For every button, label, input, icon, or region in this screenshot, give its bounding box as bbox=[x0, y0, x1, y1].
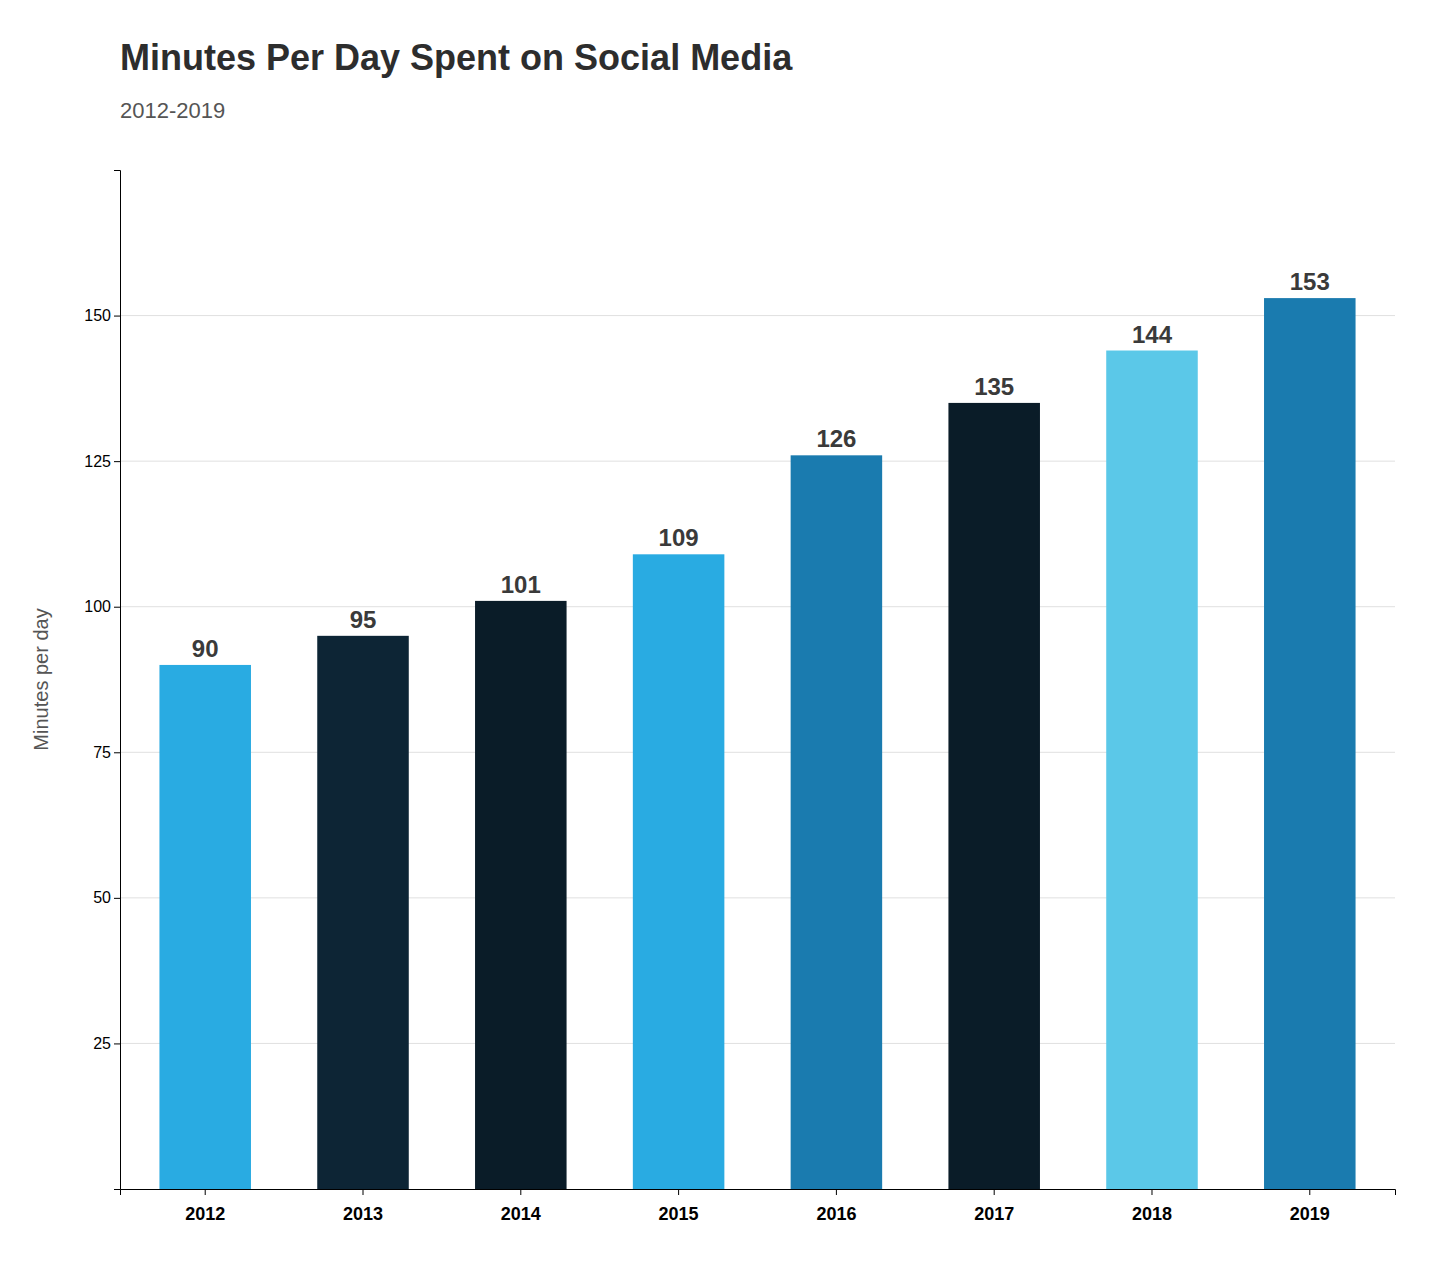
bar bbox=[948, 403, 1040, 1189]
y-tick-mark bbox=[114, 898, 120, 899]
bar bbox=[159, 665, 251, 1189]
plot-area: 2550751001251502012201320142015201620172… bbox=[30, 171, 1396, 1224]
data-label: 101 bbox=[501, 571, 541, 598]
x-tick: 2015 bbox=[659, 1189, 699, 1224]
chart-svg: Minutes Per Day Spent on Social Media 201… bbox=[0, 0, 1445, 1279]
title: Minutes Per Day Spent on Social Media bbox=[120, 37, 793, 78]
y-tick: 150 bbox=[84, 307, 120, 324]
y-tick-label: 25 bbox=[93, 1035, 111, 1052]
data-label: 126 bbox=[816, 425, 856, 452]
x-tick: 2016 bbox=[816, 1189, 856, 1224]
x-tick-mark bbox=[520, 1189, 521, 1195]
data-label: 90 bbox=[192, 635, 219, 662]
y-tick-mark bbox=[114, 752, 120, 753]
grid-line bbox=[120, 1043, 1395, 1044]
x-tick: 2019 bbox=[1290, 1189, 1330, 1224]
y-axis-title: Minutes per day bbox=[30, 608, 52, 750]
y-tick-label: 50 bbox=[93, 889, 111, 906]
x-axis-line bbox=[121, 1190, 1396, 1196]
y-tick-label: 125 bbox=[84, 453, 111, 470]
data-label: 135 bbox=[974, 373, 1014, 400]
bar bbox=[791, 455, 883, 1189]
grid-line bbox=[120, 752, 1395, 753]
x-tick-mark bbox=[205, 1189, 206, 1195]
bar bbox=[1264, 298, 1356, 1189]
grid-line bbox=[120, 606, 1395, 607]
data-label: 95 bbox=[350, 606, 377, 633]
y-axis-line bbox=[114, 171, 121, 1190]
bar bbox=[633, 554, 725, 1189]
y-tick: 50 bbox=[93, 889, 120, 906]
y-tick-mark bbox=[114, 1043, 120, 1044]
x-tick-label: 2019 bbox=[1290, 1204, 1330, 1224]
bars bbox=[159, 298, 1355, 1189]
x-tick: 2017 bbox=[974, 1189, 1014, 1224]
x-tick: 2018 bbox=[1132, 1189, 1172, 1224]
x-tick-label: 2016 bbox=[816, 1204, 856, 1224]
grid-line bbox=[120, 315, 1395, 316]
x-tick-label: 2015 bbox=[659, 1204, 699, 1224]
y-tick-mark bbox=[114, 316, 120, 317]
data-label: 153 bbox=[1290, 268, 1330, 295]
x-tick-mark bbox=[836, 1189, 837, 1195]
grid bbox=[120, 316, 1395, 1044]
y-tick-label: 150 bbox=[84, 307, 111, 324]
y-tick-mark bbox=[114, 461, 120, 462]
grid-line bbox=[120, 461, 1395, 462]
x-tick-mark bbox=[994, 1189, 995, 1195]
bar bbox=[317, 636, 409, 1189]
x-tick-label: 2018 bbox=[1132, 1204, 1172, 1224]
y-tick: 75 bbox=[93, 744, 120, 761]
x-tick: 2013 bbox=[343, 1189, 383, 1224]
y-tick: 125 bbox=[84, 453, 120, 470]
x-tick-mark bbox=[678, 1189, 679, 1195]
x-tick-mark bbox=[1309, 1189, 1310, 1195]
y-tick-mark bbox=[114, 607, 120, 608]
x-tick-label: 2012 bbox=[185, 1204, 225, 1224]
x-axis: 2012 2013 2014 2015 2016 2017 2018 2019 bbox=[121, 1189, 1396, 1224]
grid-line bbox=[120, 897, 1395, 898]
data-label: 109 bbox=[659, 524, 699, 551]
y-tick: 100 bbox=[84, 598, 120, 615]
x-tick: 2012 bbox=[185, 1189, 225, 1224]
y-tick: 25 bbox=[93, 1035, 120, 1052]
bar bbox=[1106, 351, 1198, 1189]
x-tick-label: 2014 bbox=[501, 1204, 541, 1224]
data-label: 144 bbox=[1132, 321, 1173, 348]
x-tick-mark bbox=[363, 1189, 364, 1195]
y-tick-label: 100 bbox=[84, 598, 111, 615]
subtitle: 2012-2019 bbox=[120, 98, 225, 123]
x-tick: 2014 bbox=[501, 1189, 541, 1224]
x-tick-label: 2017 bbox=[974, 1204, 1014, 1224]
data-labels: 90 95 101 109 126 135 144 153 bbox=[192, 268, 1330, 662]
y-axis: 25 50 75 100 125 150 bbox=[84, 171, 120, 1190]
x-tick-label: 2013 bbox=[343, 1204, 383, 1224]
bar bbox=[475, 601, 567, 1189]
x-tick-mark bbox=[1151, 1189, 1152, 1195]
y-tick-label: 75 bbox=[93, 744, 111, 761]
